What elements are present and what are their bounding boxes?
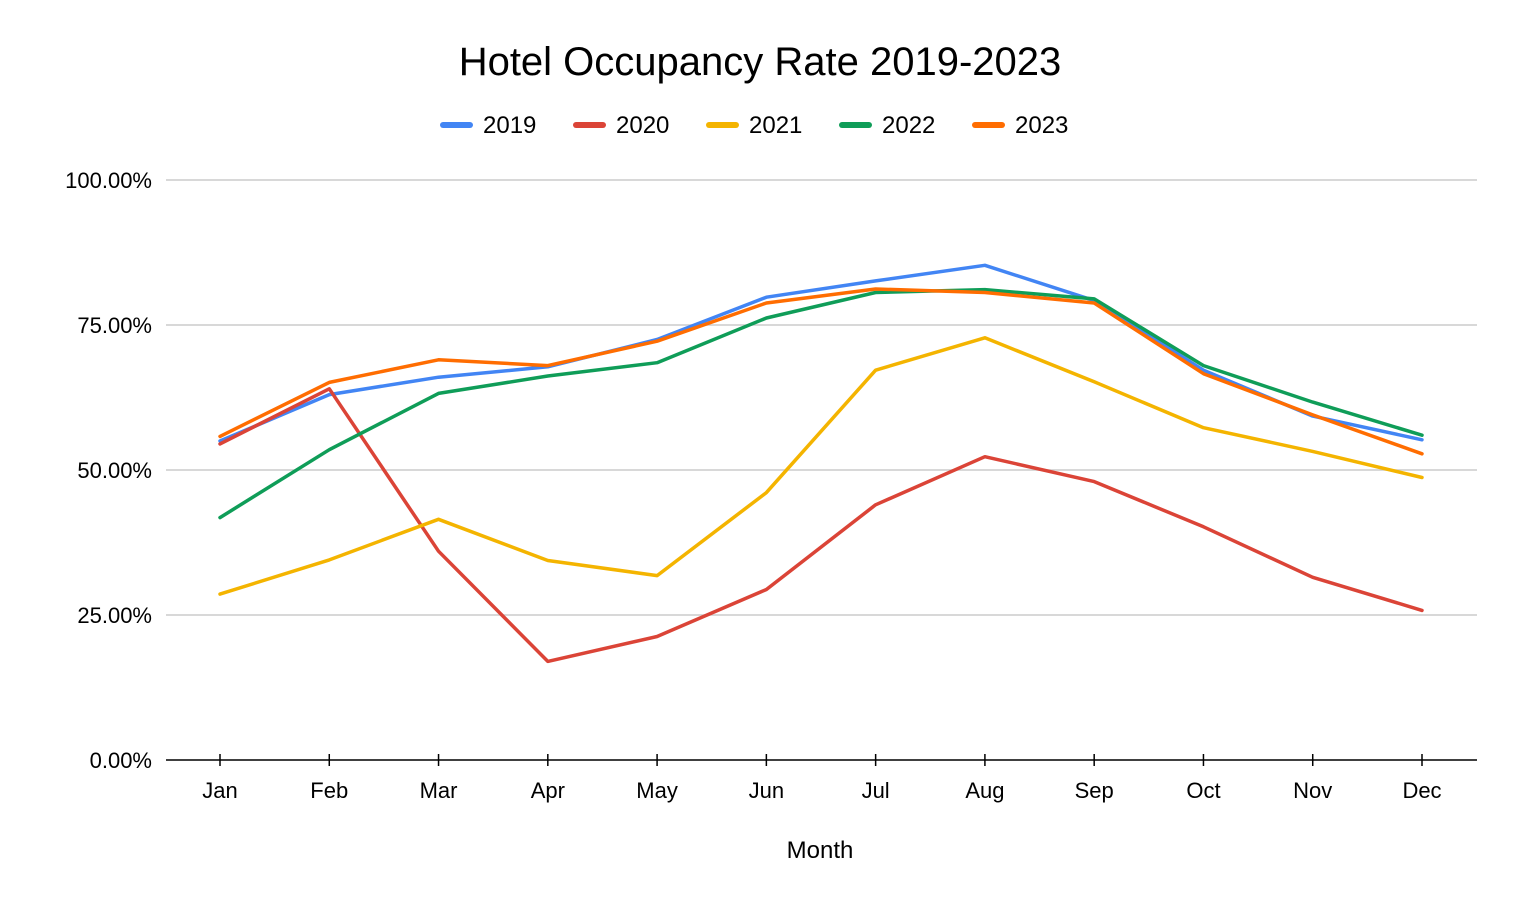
series-line-2023 [218,287,1424,456]
x-axis: Jan Feb Mar Apr May Jun Jul Aug Sep Oct Nov Dec [166,754,1477,803]
legend-label-2020: 2020 [616,112,669,139]
y-axis: 0.00% 25.00% 50.00% 75.00% 100.00% [65,168,152,773]
series-line-2021 [218,336,1424,596]
x-tick-label: Jan [202,778,237,803]
legend-label-2022: 2022 [882,112,935,139]
x-axis-label: Month [787,837,854,864]
x-tick-label: Dec [1402,778,1441,803]
y-tick-label: 0.00% [90,748,152,773]
series-lines [218,263,1424,664]
grid-lines [166,179,1477,616]
legend-label-2021: 2021 [749,112,802,139]
legend-label-2023: 2023 [1015,112,1068,139]
y-tick-label: 50.00% [77,458,152,483]
series-line-2022 [218,287,1424,520]
x-tick-label: Oct [1186,778,1220,803]
x-tick-label: Jul [862,778,890,803]
y-tick-label: 100.00% [65,168,152,193]
legend-label-2019: 2019 [483,112,536,139]
x-tick-label: Jun [749,778,784,803]
y-tick-label: 75.00% [77,313,152,338]
series-line-2020 [218,387,1424,664]
x-tick-label: Feb [310,778,348,803]
chart-legend: 2019 2020 2021 2022 2023 [440,112,1068,139]
x-tick-label: Aug [965,778,1004,803]
y-tick-label: 25.00% [77,603,152,628]
x-tick-label: Nov [1293,778,1332,803]
x-tick-label: Apr [531,778,565,803]
x-tick-label: Mar [420,778,458,803]
series-line-2019 [218,263,1424,443]
chart-title: Hotel Occupancy Rate 2019-2023 [459,40,1062,84]
x-tick-label: Sep [1075,778,1114,803]
x-tick-label: May [636,778,678,803]
